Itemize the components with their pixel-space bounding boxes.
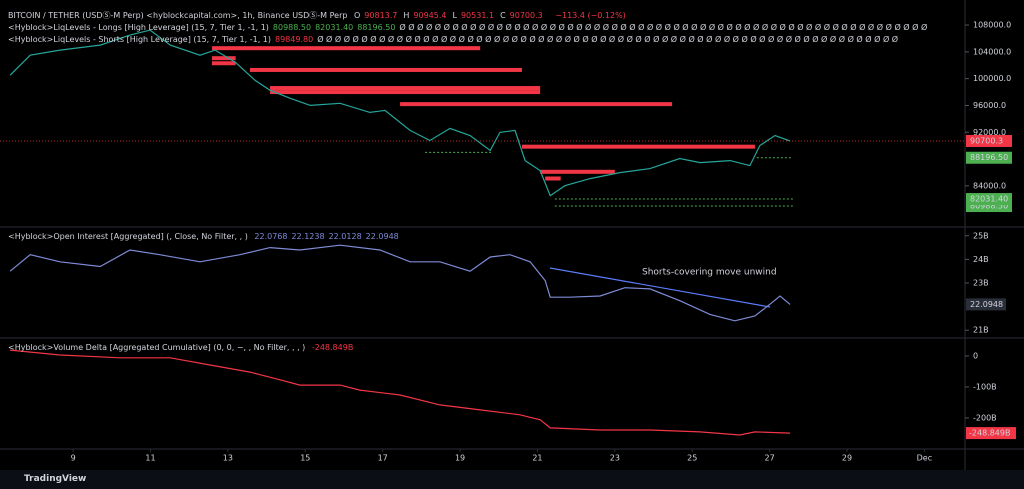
ohlc: O 90813.7 H 90945.4 L 90531.1 C 90700.3 [354, 11, 549, 20]
x-tick-label: 23 [610, 454, 620, 463]
x-tick-label: 19 [455, 454, 465, 463]
oi-value: 22.0128 [328, 232, 362, 241]
indicator-value: 89849.80 [275, 35, 314, 44]
oi-value: 22.0948 [365, 232, 399, 241]
x-tick-label: 11 [145, 454, 155, 463]
ohlc-label: C [500, 11, 506, 20]
y-tick-label: 23B [973, 279, 989, 288]
x-tick-label: 21 [532, 454, 542, 463]
short-liq-level [400, 102, 673, 107]
y-tick-label: 0 [973, 351, 978, 360]
level-price-box [966, 193, 1012, 206]
ohlc-label: L [452, 11, 457, 20]
last-vd-box [966, 427, 1016, 440]
last-oi-label: 22.0948 [970, 300, 1003, 309]
y-tick-label: 92000.0 [973, 128, 1006, 137]
x-tick-label: 9 [71, 454, 76, 463]
short-liq-level [212, 61, 236, 66]
vd-value: -248.849B [311, 343, 354, 352]
level-price-label: 80988.50 [970, 202, 1008, 211]
indicator-legend: <Hyblock>LiqLevels - Shorts [High Levera… [8, 34, 902, 46]
ohlc-value: 90813.7 [364, 11, 398, 20]
y-tick-label: 108000.0 [973, 21, 1011, 30]
y-tick-label: 24B [973, 255, 989, 264]
level-price-label: 82031.40 [970, 195, 1008, 204]
last-oi-box [966, 298, 1006, 311]
y-tick-label: 100000.0 [973, 74, 1011, 83]
level-price-label: 88196.50 [970, 153, 1008, 162]
series-line [10, 349, 791, 436]
indicator-empty: Ø Ø Ø Ø Ø Ø Ø Ø Ø Ø Ø Ø Ø Ø Ø Ø Ø Ø Ø Ø … [317, 35, 899, 44]
last-price-box [966, 134, 1012, 147]
last-vd-label: -248.849B [969, 429, 1010, 438]
series-line [9, 244, 791, 322]
short-liq-level [270, 90, 541, 95]
oi-legend: <Hyblock>Open Interest [Aggregated] (, C… [8, 231, 407, 243]
short-liq-level [545, 176, 561, 181]
short-liq-level [212, 56, 236, 61]
y-tick-label: 96000.0 [973, 101, 1006, 110]
chart: 9 11 13 15 17 19 21 23 25 27 29 Dec 108000.0 104000.0… [0, 0, 1024, 470]
price-legend: BITCOIN / TETHER (USDⓈ-M Perp) <hyblockc… [8, 10, 630, 22]
oi-title: <Hyblock>Open Interest [Aggregated] (, C… [8, 232, 248, 241]
oi-value: 22.1238 [291, 232, 325, 241]
short-liq-level [249, 67, 522, 72]
y-tick-label: 104000.0 [973, 47, 1011, 56]
indicator-name: <Hyblock>LiqLevels - Shorts [High Levera… [8, 35, 272, 44]
short-liq-level [540, 169, 615, 174]
oi-value: 22.0768 [254, 232, 288, 241]
x-tick-label: 25 [687, 454, 697, 463]
x-tick-label: 13 [223, 454, 233, 463]
indicator-value: 82031.40 [315, 23, 354, 32]
indicator-value: 88196.50 [357, 23, 396, 32]
x-tick-label: 15 [300, 454, 310, 463]
ohlc-label: O [354, 11, 361, 20]
short-liq-level [212, 46, 481, 51]
y-tick-label: 21B [973, 326, 989, 335]
ohlc-value: 90700.3 [509, 11, 543, 20]
trend-line [549, 267, 771, 308]
symbol-title: BITCOIN / TETHER (USDⓈ-M Perp) <hyblockc… [8, 11, 348, 20]
y-tick-label: 25B [973, 231, 989, 240]
vd-title: <Hyblock>Volume Delta [Aggregated Cumula… [8, 343, 306, 352]
x-tick-label: 27 [765, 454, 775, 463]
ohlc-value: 90945.4 [413, 11, 447, 20]
footer: TradingView [0, 470, 1024, 489]
oi-values: 22.0768 22.1238 22.0128 22.0948 [254, 232, 402, 241]
x-tick-label: 17 [378, 454, 388, 463]
short-liq-level [270, 86, 541, 91]
indicator-legend: <Hyblock>LiqLevels - Longs [High Leverag… [8, 22, 931, 34]
indicator-name: <Hyblock>LiqLevels - Longs [High Leverag… [8, 23, 269, 32]
ohlc-value: 90531.1 [460, 11, 495, 20]
x-tick-label: 29 [842, 454, 852, 463]
indicator-value: 80988.50 [272, 23, 312, 32]
last-price-label: 90700.3 [970, 136, 1003, 145]
y-tick-label: -100B [973, 382, 997, 391]
level-price-box [966, 151, 1012, 164]
short-liq-level [521, 144, 755, 149]
vd-legend: <Hyblock>Volume Delta [Aggregated Cumula… [8, 342, 357, 354]
x-tick-label: Dec [917, 454, 932, 463]
ohlc-label: H [403, 11, 410, 20]
series-line [9, 29, 791, 197]
y-tick-label: 84000.0 [973, 181, 1006, 190]
y-tick-label: -200B [973, 413, 997, 422]
annotation: Shorts-covering move unwind [642, 268, 777, 278]
indicator-empty: Ø Ø Ø Ø Ø Ø Ø Ø Ø Ø Ø Ø Ø Ø Ø Ø Ø Ø Ø Ø … [399, 23, 928, 32]
change: −113.4 (−0.12%) [555, 11, 626, 20]
